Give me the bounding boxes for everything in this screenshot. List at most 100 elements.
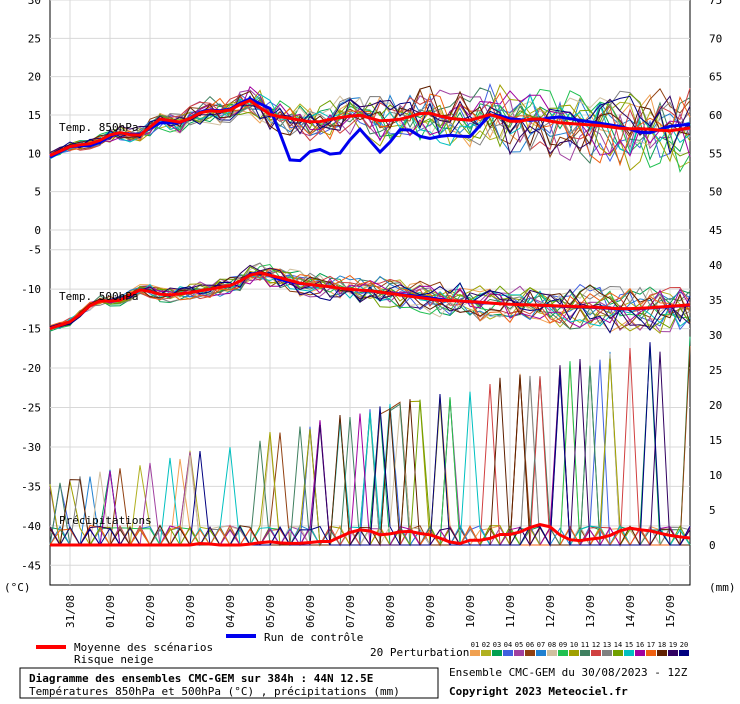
perturbation-swatch [646,650,656,656]
precip-right-tick-label: 35 [709,294,722,307]
perturbation-t500-line [49,270,691,327]
precip-mean-line [50,523,691,547]
x-tick-label: 06/09 [304,595,317,628]
x-tick-label: 03/09 [184,595,197,628]
precip-right-tick-label: 40 [709,259,722,272]
t500-y-tick-label: -45 [21,559,41,572]
perturbation-t500-line [49,273,691,330]
perturbation-swatch [558,650,568,656]
perturbation-swatch [679,650,689,656]
perturbation-id-label: 10 [570,641,578,649]
t850-y-tick-label: 30 [28,0,41,7]
t850-right-tick-label: 75 [709,0,722,7]
precip-right-tick-label: 30 [709,329,722,342]
t850-y-tick-label: 15 [28,109,41,122]
perturbation-id-label: 08 [548,641,556,649]
perturbation-id-label: 18 [658,641,666,649]
chart-title: Diagramme des ensembles CMC-GEM sur 384h… [29,672,373,685]
perturbation-id-label: 20 [680,641,688,649]
perturbation-t850-line [49,95,691,158]
t500-mean-line [49,271,691,331]
perturbation-id-label: 16 [636,641,644,649]
precip-right-tick-label: 0 [709,539,716,552]
perturbation-id-label: 14 [614,641,622,649]
perturbation-swatch [547,650,557,656]
perturbation-id-label: 04 [504,641,512,649]
x-tick-label: 02/09 [144,595,157,628]
t850-right-tick-label: 70 [709,32,722,45]
t500-y-tick-label: -5 [28,244,41,257]
perturbation-swatch [492,650,502,656]
perturbation-swatch [470,650,480,656]
right-unit-label: (mm) [709,581,736,594]
t500-y-tick-label: -25 [21,402,41,415]
t500-y-tick-label: -10 [21,283,41,296]
perturbation-id-label: 06 [526,641,534,649]
t850-right-tick-label: 50 [709,186,722,199]
precip-right-tick-label: 20 [709,399,722,412]
perturbation-id-label: 19 [669,641,677,649]
legend: Moyenne des scénarios Risque neige Run d… [36,631,689,666]
main-series [49,97,691,547]
precip-right-tick-label: 10 [709,469,722,482]
x-tick-label: 07/09 [344,595,357,628]
perturbation-swatch [624,650,634,656]
perturbation-t500-line [49,272,691,328]
t500-y-tick-label: -35 [21,480,41,493]
perturbation-swatch [503,650,513,656]
perturbation-swatch [635,650,645,656]
t850-y-tick-label: 25 [28,32,41,45]
perturbation-id-label: 05 [515,641,523,649]
perturbation-swatch [668,650,678,656]
perturbation-swatch [514,650,524,656]
t850-y-tick-label: 5 [34,186,41,199]
title-box [19,667,439,699]
perturbation-id-label: 15 [625,641,633,649]
chart-axes: 31/08 01/09 02/09 03/09 04/09 05/09 06/09 07/09… [21,0,722,628]
x-tick-label: 11/09 [504,595,517,628]
perturbation-t500-line [49,267,691,327]
perturbation-id-label: 02 [482,641,490,649]
perturbation-id-label: 12 [592,641,600,649]
perturbation-id-label: 07 [537,641,545,649]
t500-panel-label: Temp. 500hPa [59,290,138,303]
t850-right-tick-label: 60 [709,109,722,122]
perturbation-swatch [580,650,590,656]
legend-mean-label: Moyenne des scénarios [74,641,213,654]
t850-y-tick-label: 20 [28,71,41,84]
perturbation-id-label: 03 [493,641,501,649]
t500-y-tick-label: -20 [21,362,41,375]
perturbation-swatch [657,650,667,656]
legend-snow-label: Risque neige [74,653,153,666]
x-tick-label: 15/09 [664,595,677,628]
t850-right-tick-label: 65 [709,71,722,84]
x-tick-label: 08/09 [384,595,397,628]
t500-y-tick-label: -15 [21,323,41,336]
t850-right-tick-label: 55 [709,147,722,160]
perturbation-id-label: 09 [559,641,567,649]
copyright: Copyright 2023 Meteociel.fr [449,685,628,698]
t850-control-line [49,97,691,163]
left-unit-label: (°C) [4,581,31,594]
x-tick-label: 13/09 [584,595,597,628]
x-tick-label: 09/09 [424,595,437,628]
legend-control-label: Run de contrôle [264,631,363,644]
t850-panel-label: Temp. 850hPa [59,121,138,134]
perturbation-id-label: 17 [647,641,655,649]
x-tick-label: 05/09 [264,595,277,628]
perturbation-swatch [602,650,612,656]
t850-y-tick-label: 10 [28,147,41,160]
precip-right-tick-label: 5 [709,504,716,517]
perturbation-swatch [536,650,546,656]
x-tick-label: 10/09 [464,595,477,628]
perturbation-swatch [591,650,601,656]
precip-right-tick-label: 25 [709,364,722,377]
precip-panel-label: Précipitations [59,514,152,527]
t850-y-tick-label: 0 [34,224,41,237]
perturbation-id-label: 11 [581,641,589,649]
t850-mean-line [49,98,691,157]
legend-perturbations-label: 20 Perturbations [370,646,476,659]
t500-y-tick-label: -30 [21,441,41,454]
precip-right-tick-label: 15 [709,434,722,447]
